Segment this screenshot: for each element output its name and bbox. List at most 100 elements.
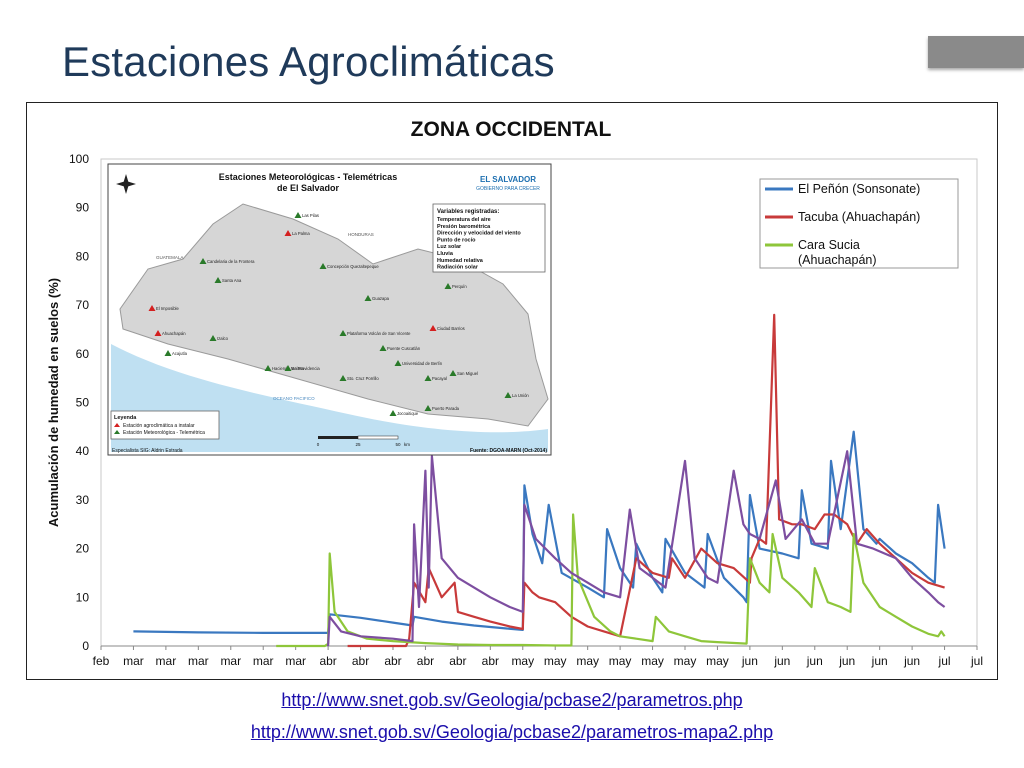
inset-variable: Humedad relativa (437, 258, 484, 264)
series-line (347, 313, 945, 648)
inset-scale-label: 0 (317, 442, 320, 447)
station-marker-icon (319, 263, 327, 269)
station-label: Puerto Parada (432, 406, 460, 411)
station-marker-icon (148, 305, 156, 311)
inset-map: Estaciones Meteorológicas - Telemétricas… (107, 163, 552, 456)
series-line (276, 513, 946, 648)
station-marker-icon (424, 375, 432, 381)
station-label: Candelaria de la Frontera (207, 259, 255, 264)
y-tick-label: 50 (76, 396, 90, 410)
inset-variable: Presión barométrica (437, 224, 491, 230)
chart-svg: ZONA OCCIDENTAL 0 10 20 30 40 50 60 70 80 90 100 fe… (46, 118, 983, 668)
station-marker-icon (339, 375, 347, 381)
slide-title: Estaciones Agroclimáticas (62, 38, 555, 85)
inset-footer-left: Especialista SIG: Aldrin Estrada (112, 448, 183, 454)
station-marker-icon (424, 405, 432, 411)
legend: El Peñón (Sonsonate) Tacuba (Ahuachapán) C… (759, 178, 959, 269)
inset-scale-unit: km (404, 442, 410, 447)
x-tick-label: may (511, 654, 534, 668)
inset-variables-box (432, 203, 546, 273)
legend-box (759, 178, 959, 269)
y-tick-label: 70 (76, 298, 90, 312)
station-label: Santa Ana (222, 278, 242, 283)
station-label: Guazapa (372, 296, 390, 301)
station-label: Jocoaitique (397, 411, 419, 416)
inset-brand: EL SALVADOR (480, 175, 536, 184)
station-label: Ahuachapán (162, 331, 186, 336)
x-tick-label: jun (741, 654, 758, 668)
station-marker-icon (284, 365, 292, 371)
inset-ocean (111, 344, 548, 452)
inset-brand-sub: GOBIERNO PARA CRECER (476, 186, 540, 192)
inset-legend-marker-icon (114, 423, 120, 427)
inset-variable: Lluvia (437, 251, 454, 257)
compass-icon (116, 174, 136, 194)
x-tick-label: abr (384, 654, 401, 668)
station-marker-icon (264, 365, 272, 371)
inset-ocean-label: OCEANO PACIFICO (273, 396, 315, 401)
inset-variable: Luz solar (437, 244, 462, 250)
station-label: Perquín (452, 284, 467, 289)
y-tick-label: 0 (82, 639, 89, 653)
inset-scale-label: 25 (355, 442, 361, 447)
x-tick-label: abr (319, 654, 336, 668)
station-marker-icon (444, 283, 452, 289)
station-marker-icon (394, 360, 402, 366)
x-tick-label: may (674, 654, 697, 668)
station-marker-icon (284, 230, 292, 236)
x-tick-label: abr (482, 654, 499, 668)
y-tick-label: 20 (76, 542, 90, 556)
y-tick-label: 40 (76, 444, 90, 458)
station-label: Ciudad Barrios (437, 326, 465, 331)
station-marker-icon (339, 330, 347, 336)
x-tick-label: jul (970, 654, 983, 668)
x-tick-label: mar (285, 654, 306, 668)
station-marker-icon (164, 350, 172, 356)
x-tick-label: mar (253, 654, 274, 668)
y-tick-label: 90 (76, 201, 90, 215)
x-tick-label: jul (938, 654, 951, 668)
x-tick-label: may (641, 654, 664, 668)
station-marker-icon (364, 295, 372, 301)
x-tick-label: mar (156, 654, 177, 668)
inset-variable: Temperatura del aire (437, 217, 491, 223)
x-tick-label: jun (871, 654, 888, 668)
x-tick-label: mar (220, 654, 241, 668)
x-tick-label: mar (188, 654, 209, 668)
inset-footer-right: Fuente: DGOA-MARN (Oct-2014) (470, 448, 547, 454)
x-tick-label: abr (449, 654, 466, 668)
source-link-2[interactable]: http://www.snet.gob.sv/Geologia/pcbase2/… (250, 722, 774, 742)
station-label: Acajutla (172, 351, 188, 356)
y-tick-label: 100 (69, 152, 89, 166)
chart-title: ZONA OCCIDENTAL (411, 118, 612, 141)
inset-variable: Dirección y velocidad del viento (437, 231, 521, 237)
source-link-1[interactable]: http://www.snet.gob.sv/Geologia/pcbase2/… (281, 690, 743, 710)
x-tick-label: abr (352, 654, 369, 668)
chart-frame: ZONA OCCIDENTAL 0 10 20 30 40 50 60 70 80 90 100 fe… (26, 102, 998, 680)
x-tick-label: mar (123, 654, 144, 668)
station-label: Plataforma Volcán de San Vicente (347, 331, 411, 336)
inset-scale-label: 50 (395, 442, 401, 447)
y-tick-label: 60 (76, 347, 90, 361)
station-label: Universidad de Berlín (402, 361, 443, 366)
y-tick-label: 80 (76, 249, 90, 263)
series-lines (133, 313, 946, 648)
x-tick-label: abr (417, 654, 434, 668)
x-tick-label: may (706, 654, 729, 668)
station-marker-icon (389, 410, 397, 416)
station-label: Concepción Quezaltepeque (327, 264, 379, 269)
station-marker-icon (214, 277, 222, 283)
station-marker-icon (449, 370, 457, 376)
station-marker-icon (294, 212, 302, 218)
station-label: El Imposible (156, 306, 179, 311)
inset-legend-box (110, 410, 220, 440)
inset-title: Estaciones Meteorológicas - Telemétricas… (219, 172, 397, 193)
legend-label: Tacuba (Ahuachapán) (798, 210, 920, 224)
x-tick-label: may (609, 654, 632, 668)
series-line (327, 450, 946, 647)
y-tick-label: 30 (76, 493, 90, 507)
station-marker-icon (209, 335, 217, 341)
station-label: Puente Cuscatlán (387, 346, 421, 351)
inset-country-label: GUATEMALA (156, 255, 183, 260)
x-tick-label: jun (773, 654, 790, 668)
